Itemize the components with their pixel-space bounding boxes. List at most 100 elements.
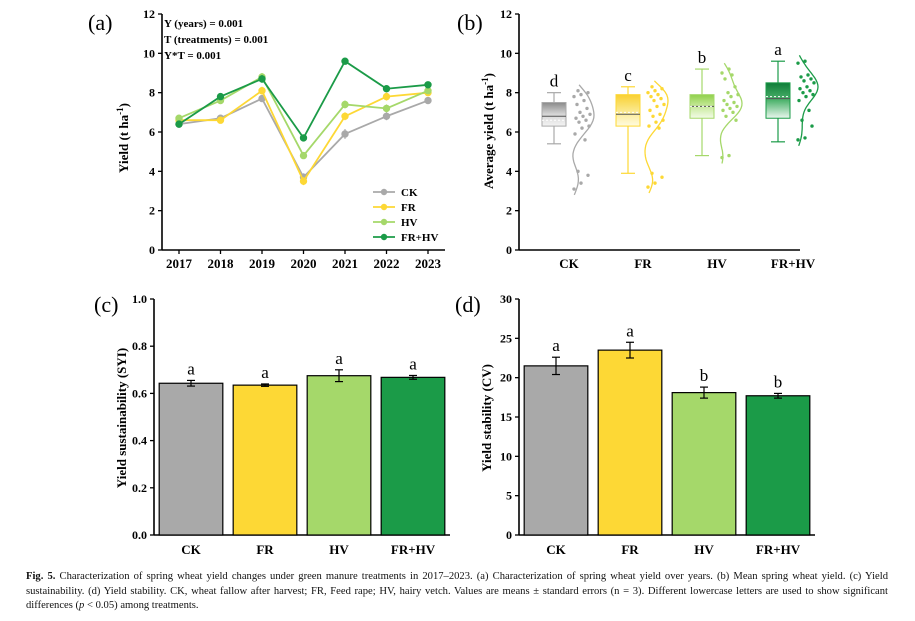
jitter-point-ck [588,112,592,117]
jitter-point-fr-hv [799,75,803,79]
jitter-point-fr-hv [797,98,801,103]
legend-marker-hv [380,218,388,226]
jitter-point-fr [660,87,664,91]
panel-d-x-tick-label: FR+HV [756,542,801,557]
panel-d-significance-letter-fr-hv: b [774,372,783,391]
jitter-point-ck [574,116,578,120]
panel-a-x-tick-label: 2017 [166,256,193,271]
stat-years: Y (years) = 0.001 [164,18,243,30]
jitter-point-ck [581,114,585,118]
jitter-point-fr [653,181,657,185]
jitter-point-fr-hv [798,87,802,91]
panel-c-bar-fr-hv [380,376,446,536]
jitter-point-hv [736,92,740,97]
jitter-point-fr-hv [809,77,813,81]
jitter-point-hv [732,100,736,105]
data-point-fr-hv [299,134,308,142]
caption-text-part2: < 0.05) among treatments. [84,600,199,611]
jitter-point-hv [731,110,735,115]
panel-b-y-tick-label: 6 [506,125,512,139]
jitter-point-hv [726,90,730,95]
panel-c-x-tick-label: CK [181,542,201,557]
jitter-point-fr [661,118,665,122]
jitter-point-fr-hv [810,124,814,128]
jitter-point-fr-hv [808,89,812,93]
jitter-point-fr-hv [806,73,810,77]
box-fr [615,94,641,127]
data-point-fr [216,116,225,124]
panel-b-y-tick-label: 10 [500,46,512,60]
panel-c-ylabel: Yield sustainability (SYI) [114,348,129,488]
panel-c-y-tick-label: 0.8 [132,339,147,353]
jitter-point-ck [584,118,588,122]
panel-d-y-tick-label: 25 [500,331,512,345]
jitter-point-hv [722,98,726,103]
data-point-hv [299,151,308,160]
panel-c-significance-letter-hv: a [335,349,343,368]
panel-d-bar-fr-hv [745,395,811,536]
jitter-point-fr-hv [801,90,805,95]
panel-c-x-tick-label: HV [329,542,349,557]
panel-d-y-tick-label: 5 [506,489,512,503]
violin-outline-fr-hv [798,54,819,147]
significance-letter-hv: b [698,48,707,67]
panel-c-label: (c) [94,292,118,317]
panel-b-x-tick-label: FR+HV [771,256,816,271]
jitter-point-fr [647,124,651,128]
panel-d-y-tick-label: 15 [500,410,512,424]
panel-d-x-tick-label: HV [694,542,714,557]
panel-a-x-tick-label: 2022 [374,256,400,271]
jitter-point-hv [727,153,731,158]
stat-treatments: T (treatments) = 0.001 [164,34,268,46]
data-point-hv [382,104,391,113]
jitter-point-fr [654,120,658,124]
series-line-fr-hv [178,59,429,140]
panel-d-y-tick-label: 10 [500,449,512,463]
jitter-point-fr [653,89,657,93]
jitter-point-ck [583,138,587,142]
panel-c-y-tick-label: 0.2 [132,481,147,495]
jitter-point-hv [729,94,733,99]
caption-fig-label: Fig. 5. [26,571,56,582]
jitter-point-ck [572,187,576,191]
jitter-point-fr [660,175,664,179]
data-point-ck [424,96,432,105]
legend-label-ck: CK [401,187,418,199]
panel-d-bar-hv [671,392,737,536]
jitter-point-ck [586,173,590,177]
jitter-point-hv [720,155,724,160]
jitter-point-ck [575,102,579,107]
jitter-point-fr [659,96,663,101]
panel-c-bar-hv [306,375,372,536]
panel-c-y-tick-label: 0.4 [132,434,147,448]
panel-c-significance-letter-fr-hv: a [409,354,417,373]
jitter-point-fr [646,90,650,95]
jitter-point-fr [651,114,655,118]
panel-d-ylabel: Yield stability (CV) [479,364,494,472]
panel-b-ylabel: Average yield (t ha-1) [480,73,496,189]
jitter-point-ck [585,106,589,111]
panel-d-y-tick-label: 30 [500,292,512,306]
panel-d-bar-fr [597,349,663,536]
panel-b-x-tick-label: FR [634,256,652,271]
legend-label-hv: HV [401,217,418,229]
jitter-point-hv [730,73,734,77]
panel-c-bar-fr [232,384,298,536]
jitter-point-ck [577,120,581,124]
data-point-ck [341,130,349,138]
jitter-point-fr-hv [803,59,807,63]
data-point-hv [341,100,349,109]
jitter-point-fr [650,171,654,175]
jitter-point-hv [724,114,728,118]
violin-outline-fr [644,80,669,194]
panel-a-x-tick-label: 2021 [332,256,358,271]
jitter-point-fr [649,94,653,99]
panel-b-y-tick-label: 8 [506,86,512,100]
jitter-point-hv [733,85,737,89]
panel-a-x-tick-label: 2020 [291,256,317,271]
jitter-point-ck [582,98,586,103]
jitter-point-hv [734,118,738,122]
jitter-point-fr-hv [812,81,816,85]
violin-outline-ck [572,84,595,196]
panel-b-x-tick-label: CK [559,256,579,271]
